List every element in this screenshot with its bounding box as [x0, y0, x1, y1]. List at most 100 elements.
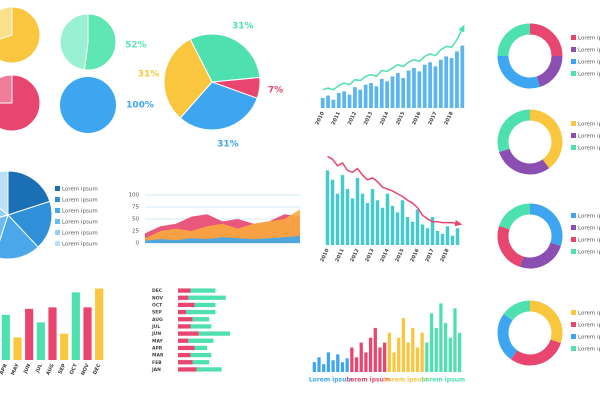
legend-swatch: [571, 47, 576, 52]
bar: [178, 331, 199, 336]
bar: [48, 307, 57, 360]
bar: [417, 71, 422, 108]
legend-label: Lorem ipsum: [578, 214, 600, 220]
bar: [178, 324, 191, 329]
bar: [178, 288, 191, 293]
bar: [380, 207, 385, 245]
bar: [370, 189, 375, 245]
bar: [435, 231, 440, 245]
pie-slice: [83, 13, 117, 71]
line: [327, 155, 458, 225]
y-tick-label: 50: [132, 217, 139, 223]
bar: [425, 228, 430, 245]
y-tick-label: MAR: [152, 353, 164, 359]
legend-swatch: [55, 197, 60, 202]
donut-segment: [529, 109, 563, 169]
x-tick-label: 2011: [334, 247, 346, 263]
bar: [383, 342, 387, 372]
y-tick-label: APR: [152, 345, 163, 351]
bar: [458, 332, 462, 372]
bar: [71, 292, 80, 360]
x-tick-label: 2016: [409, 247, 421, 263]
pie-slice: [0, 74, 41, 132]
bar: [178, 360, 193, 365]
bar: [60, 333, 69, 360]
legend-swatch: [571, 213, 576, 218]
bar: [178, 345, 195, 351]
donut-segment: [519, 242, 561, 269]
bar: [312, 362, 316, 372]
bar: [194, 345, 208, 351]
x-tick-label: JUL: [34, 362, 44, 374]
x-tick-label: SEP: [57, 363, 67, 376]
legend-swatch: [571, 59, 576, 64]
bar: [400, 200, 405, 245]
x-tick-label: NOV: [80, 363, 91, 377]
series-label: Lorem ipsum: [384, 377, 428, 384]
bar: [455, 228, 460, 245]
legend-swatch: [571, 35, 576, 40]
donut-segment: [497, 23, 531, 57]
bar: [353, 87, 357, 108]
value-label: 52%: [125, 41, 147, 51]
legend-label: Lorem ipsum: [578, 36, 600, 42]
legend-swatch: [55, 186, 60, 191]
bar: [335, 193, 340, 245]
legend-swatch: [571, 225, 576, 230]
bar: [350, 347, 354, 372]
donut-segment: [497, 109, 531, 153]
bar: [401, 78, 406, 108]
x-tick-label: 2012: [349, 247, 361, 263]
bar: [440, 233, 445, 245]
legend-swatch: [571, 310, 576, 315]
bar: [336, 93, 341, 108]
bar: [392, 352, 396, 372]
bar: [450, 235, 455, 245]
legend-swatch: [571, 346, 576, 351]
bar: [364, 352, 368, 372]
bar: [368, 337, 373, 372]
bar: [350, 198, 355, 245]
y-tick-label: FEB: [152, 360, 162, 366]
bar: [439, 303, 443, 372]
legend-label: Lorem ipsum: [578, 146, 600, 152]
y-tick-label: NOV: [152, 295, 163, 301]
bar: [347, 94, 352, 108]
area: [145, 235, 300, 243]
pie-slice: [0, 170, 9, 217]
legend-swatch: [571, 334, 576, 339]
x-tick-label: 2013: [364, 247, 376, 263]
legend-swatch: [55, 241, 60, 246]
legend-label: Lorem ipsum: [62, 242, 98, 248]
arrow-head: [458, 24, 465, 33]
bar: [194, 302, 216, 308]
pie-slice: [0, 6, 41, 64]
y-tick-label: 100: [129, 193, 140, 199]
x-tick-label: 2017: [427, 110, 439, 126]
y-tick-label: 0: [136, 241, 140, 247]
bar: [190, 288, 216, 293]
x-tick-label: DEC: [92, 363, 102, 376]
x-tick-label: 2018: [439, 247, 451, 263]
series-label: Lorem ipsum: [421, 377, 465, 384]
bar: [331, 99, 336, 108]
legend-label: Lorem ipsum: [62, 198, 98, 204]
bar: [322, 364, 326, 372]
bar: [387, 332, 391, 372]
bar: [390, 76, 395, 108]
legend-label: Lorem ipsum: [62, 187, 98, 193]
donut-segment: [499, 203, 531, 230]
pie-slice: [163, 38, 213, 119]
y-tick-label: DEC: [152, 288, 163, 294]
pie-slice: [7, 170, 51, 216]
bar: [415, 347, 420, 372]
bar: [373, 327, 377, 372]
bar: [178, 352, 191, 358]
bar: [453, 308, 457, 372]
bar: [359, 342, 363, 372]
bar: [406, 70, 411, 108]
bar: [374, 86, 379, 108]
bar: [326, 95, 330, 108]
bar: [406, 342, 410, 372]
bar: [178, 367, 197, 372]
